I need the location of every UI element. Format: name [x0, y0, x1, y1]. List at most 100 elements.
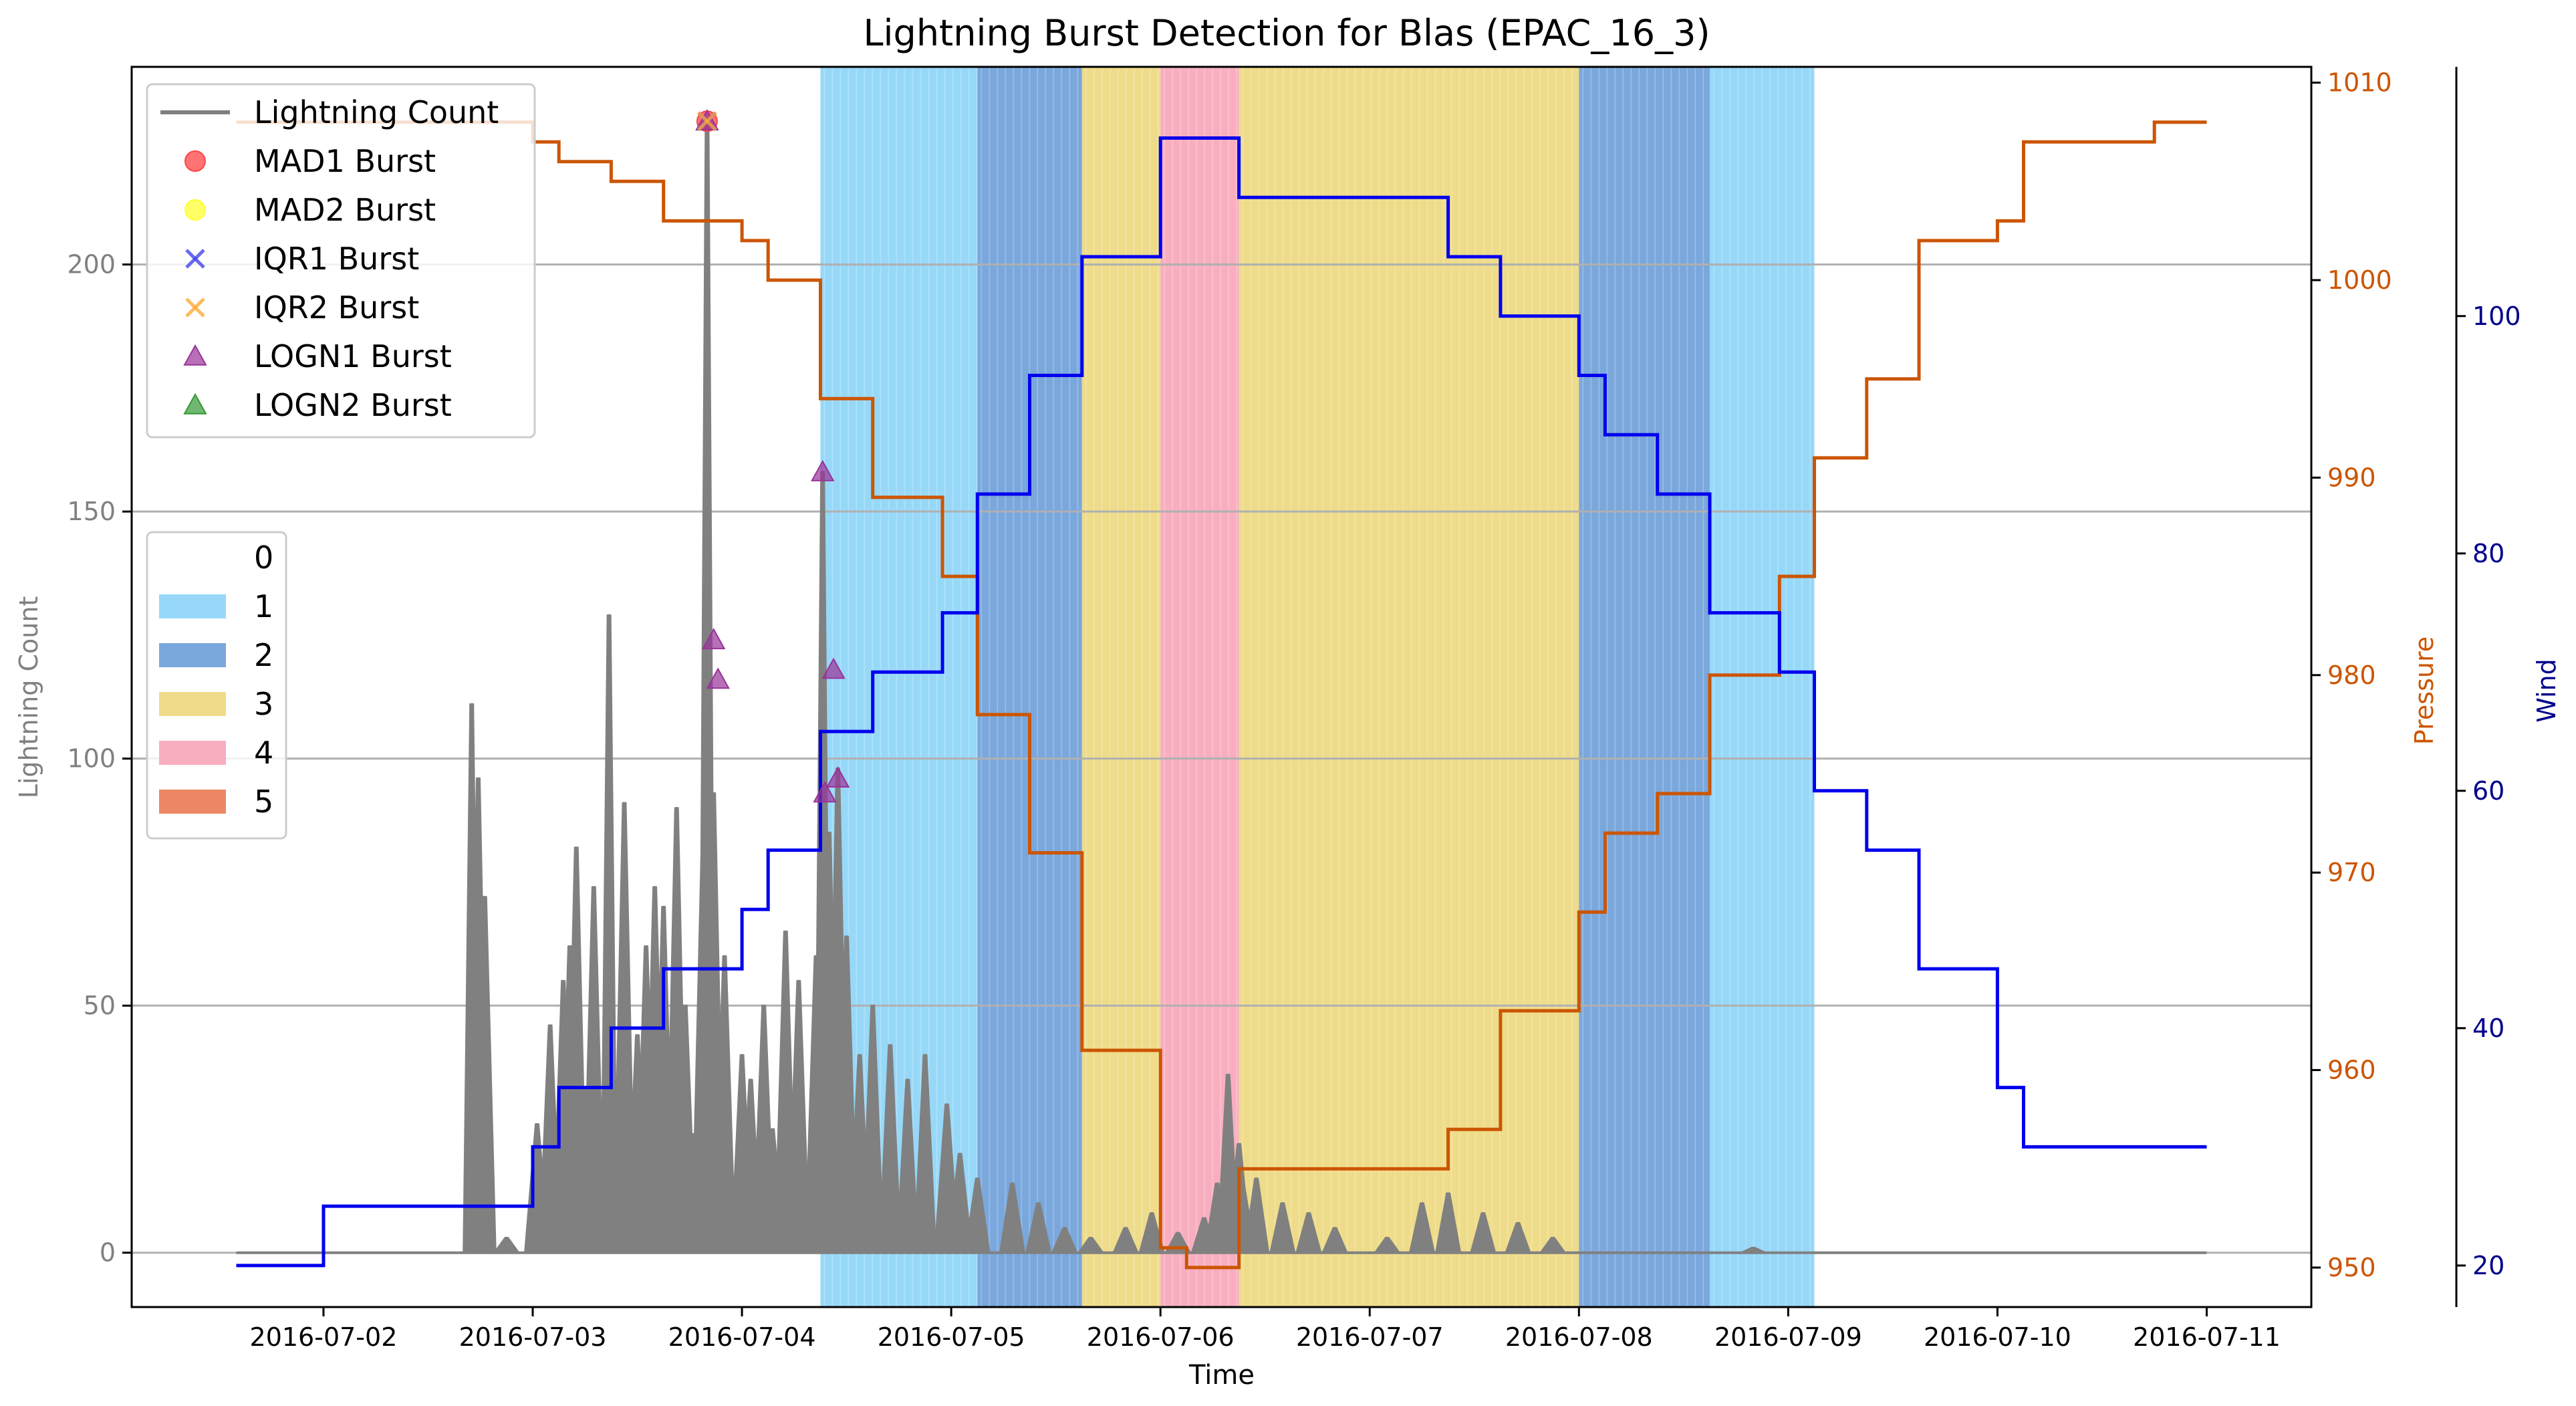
y-pressure-tick-label: 980 [2327, 661, 2376, 690]
lightning-peak [946, 1153, 973, 1254]
legends: Lightning Count MAD1 Burst MAD2 Burst IQR1 … [146, 83, 536, 840]
lightning-peak [1051, 1227, 1078, 1254]
lightning-peak [1505, 1221, 1531, 1254]
lightning-peak [1269, 1202, 1296, 1254]
logn1-burst-marker [701, 628, 726, 650]
pressure-line [236, 120, 2207, 1270]
legend-cat5-swatch [159, 790, 226, 814]
x-tick-label: 2016-07-11 [2133, 1322, 2281, 1352]
x-tick-label: 2016-07-05 [878, 1322, 1025, 1352]
iqr2-burst-marker [697, 111, 717, 132]
legend-label-line: Lightning Count [254, 94, 499, 130]
category-band-2 [977, 67, 1082, 1307]
lightning-peak [896, 1078, 920, 1254]
y-left-tick-label: 50 [84, 991, 116, 1020]
marker-stroke [185, 249, 205, 269]
lightning-peak [713, 955, 737, 1254]
legend-label-iqr2: IQR2 Burst [254, 289, 419, 326]
chart-title: Lightning Burst Detection for Blas (EPAC… [863, 12, 1710, 54]
lightning-peak [600, 614, 618, 1254]
logn1-burst-marker [813, 781, 837, 803]
lightning-peak [913, 1054, 937, 1254]
lightning-peak [1409, 1202, 1436, 1254]
lightning-peak [1112, 1227, 1139, 1254]
y-wind-tick-label: 40 [2472, 1014, 2504, 1043]
x-tick-label: 2016-07-04 [668, 1322, 816, 1352]
lightning-peak [1740, 1246, 1767, 1254]
legend-cat1-swatch [159, 594, 226, 618]
lightning-peak [1243, 1177, 1270, 1254]
legend-label-logn1: LOGN1 Burst [254, 338, 452, 374]
x-tick-label: 2016-07-02 [250, 1322, 398, 1352]
axes: 2016-07-02 2016-07-03 2016-07-04 2016-07-05… [67, 66, 2521, 1352]
wind-series [236, 136, 2207, 1268]
y-pressure-tick-label: 950 [2327, 1253, 2376, 1282]
legend-label-mad1: MAD1 Burst [254, 143, 436, 179]
y-pressure-tick-label: 990 [2327, 463, 2376, 492]
lightning-peak [1539, 1237, 1566, 1254]
legend-logn2-swatch [183, 392, 207, 415]
x-tick-label: 2016-07-10 [1924, 1322, 2071, 1352]
legend-category-label: 3 [254, 686, 273, 722]
legend-category-label: 0 [254, 540, 273, 576]
lightning-peak [1025, 1202, 1052, 1254]
y-wind-tick-label: 60 [2472, 776, 2504, 806]
legend-label-iqr1: IQR1 Burst [254, 241, 419, 277]
legend-cat3-swatch [159, 692, 226, 716]
lightning-peak [1321, 1227, 1348, 1254]
y-axis-left-label: Lightning Count [14, 596, 43, 799]
lightning-peak [473, 896, 497, 1254]
wind-line [236, 136, 2207, 1268]
marker-stroke [185, 298, 205, 318]
category-bands [820, 67, 1815, 1307]
logn1-burst-marker [821, 657, 846, 679]
y-wind-tick-label: 20 [2472, 1251, 2504, 1280]
logn1-burst-marker [706, 667, 730, 689]
lightning-peak [493, 1237, 520, 1254]
legend-logn1-swatch [183, 344, 207, 366]
lightning-peak [999, 1182, 1025, 1254]
x-tick-label: 2016-07-09 [1714, 1322, 1862, 1352]
lightning-peak [964, 1177, 991, 1254]
y-wind-tick-label: 80 [2472, 539, 2504, 568]
y-pressure-tick-label: 1000 [2327, 265, 2392, 295]
legend-mad2-swatch [184, 199, 206, 221]
y-axis-wind-label: Wind [2532, 659, 2561, 723]
legend-iqr2-swatch [185, 298, 205, 318]
pressure-series [236, 120, 2207, 1270]
lightning-peak [1435, 1192, 1462, 1254]
lightning-peak [1374, 1237, 1400, 1254]
x-tick-label: 2016-07-08 [1505, 1322, 1653, 1352]
lightning-peak [878, 1044, 902, 1254]
x-tick-label: 2016-07-03 [459, 1322, 607, 1352]
y-left-tick-label: 200 [67, 250, 116, 279]
y-left-tick-label: 150 [67, 497, 116, 526]
legend-mad1-swatch [184, 150, 206, 172]
legend-cat2-swatch [159, 643, 226, 667]
legend-category-label: 4 [254, 735, 273, 771]
y-pressure-tick-label: 1010 [2327, 68, 2392, 98]
legend-category-label: 2 [254, 637, 273, 673]
x-axis-label: Time [1188, 1360, 1255, 1391]
lightning-count-series [236, 120, 2207, 1254]
lightning-peak [582, 886, 606, 1254]
y-left-tick-label: 100 [67, 744, 116, 774]
lightning-peak [1077, 1237, 1104, 1254]
y-left-tick-label: 0 [100, 1238, 116, 1268]
y-wind-tick-label: 100 [2472, 302, 2521, 331]
y-pressure-tick-label: 970 [2327, 858, 2376, 887]
legend-label-logn2: LOGN2 Burst [254, 387, 452, 423]
lightning-peak [1295, 1212, 1322, 1254]
series-legend-box [146, 83, 536, 439]
legend-category-label: 1 [254, 588, 273, 624]
category-band-1 [1709, 67, 1815, 1307]
y-axis-pressure-label: Pressure [2410, 636, 2439, 745]
legend-category-label: 5 [254, 784, 273, 820]
marker-stroke [697, 111, 717, 132]
category-band-3 [1081, 67, 1161, 1307]
lightning-peak [861, 1004, 885, 1254]
logn1-burst-marker [825, 766, 850, 788]
y-pressure-tick-label: 960 [2327, 1056, 2376, 1085]
burst-markers [695, 109, 850, 803]
